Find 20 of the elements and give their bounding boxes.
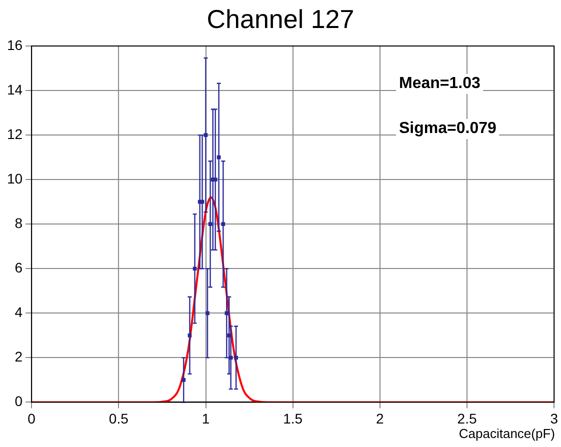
y-tick-label: 12 [6,126,23,142]
chart-title: Channel 127 [206,4,356,35]
x-tick-label: 3 [550,410,558,426]
x-tick-label: 0.5 [108,410,129,426]
y-tick-label: 8 [14,214,23,231]
y-tick-label: 0 [14,393,23,410]
y-tick-label: 10 [6,170,23,186]
y-tick-label: 4 [14,304,23,320]
x-tick-label: 1 [202,410,210,426]
annotation: Mean=1.03 [396,74,484,94]
x-axis-title: Capacitance(pF) [458,426,555,441]
y-tick-label: 6 [14,259,23,276]
y-tick-label: 14 [6,81,23,98]
x-tick-label: 1.5 [283,410,303,426]
annotation: Sigma=0.079 [396,119,500,139]
x-tick-label: 0 [28,410,36,426]
y-tick-label: 2 [14,348,23,365]
y-tick-label: 16 [6,36,23,53]
x-tick-label: 2.5 [457,410,477,426]
x-tick-label: 2 [376,410,384,426]
